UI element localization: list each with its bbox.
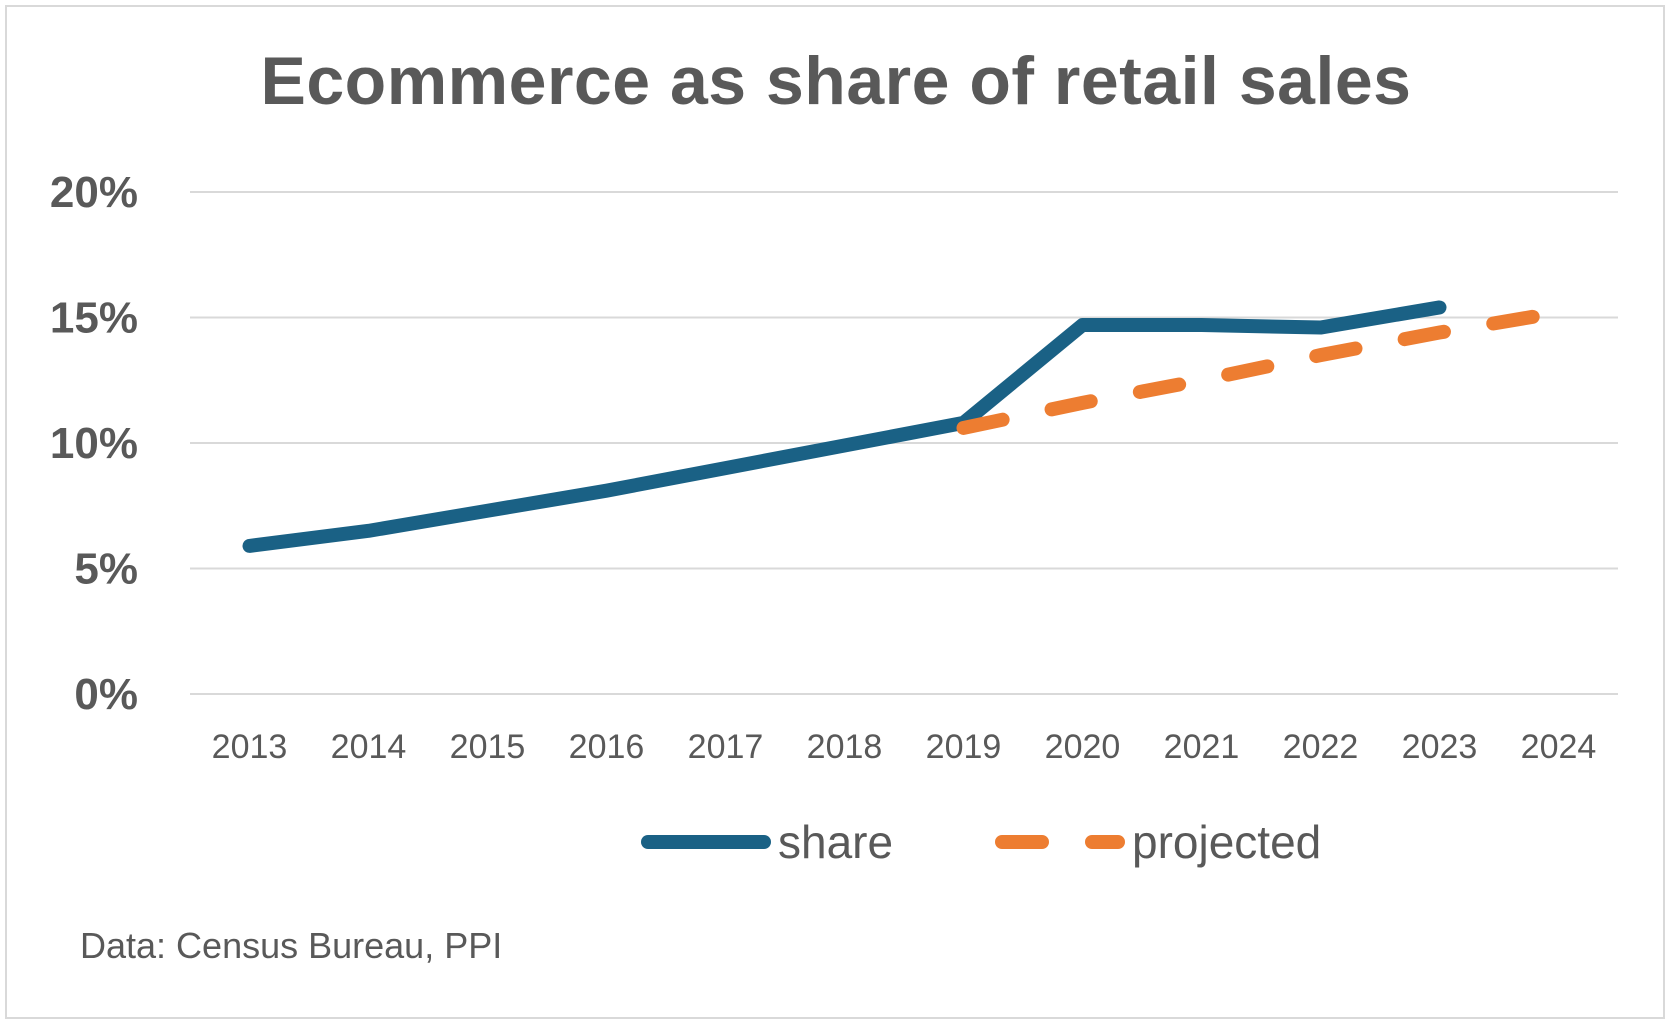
x-tick-label: 2021 <box>1164 728 1240 766</box>
y-tick-label: 20% <box>50 168 138 217</box>
chart-title: Ecommerce as share of retail sales <box>260 43 1412 119</box>
x-tick-label: 2020 <box>1045 728 1121 766</box>
gridlines <box>190 191 1618 695</box>
y-tick-label: 5% <box>74 545 138 594</box>
y-tick-label: 10% <box>50 419 138 468</box>
x-tick-label: 2017 <box>688 728 764 766</box>
series-lines <box>242 300 1566 553</box>
y-tick-label: 0% <box>74 670 138 719</box>
x-tick-label: 2014 <box>331 728 407 766</box>
x-tick-label: 2015 <box>450 728 526 766</box>
legend-label-share: share <box>778 816 893 868</box>
x-tick-label: 2024 <box>1521 728 1597 766</box>
x-tick-label: 2019 <box>926 728 1002 766</box>
legend: share projected <box>641 816 1321 868</box>
x-axis-ticks: 2013 2014 2015 2016 2017 2018 2019 2020 2021 2022… <box>212 728 1597 766</box>
x-tick-label: 2023 <box>1402 728 1478 766</box>
x-tick-label: 2016 <box>569 728 645 766</box>
chart-frame <box>5 5 1665 1019</box>
series-line-share <box>242 300 1447 553</box>
x-tick-label: 2013 <box>212 728 288 766</box>
y-axis-ticks: 0% 5% 10% 15% 20% <box>50 168 138 719</box>
series-line-projected <box>956 305 1566 435</box>
legend-label-projected: projected <box>1132 816 1321 868</box>
y-tick-label: 15% <box>50 294 138 343</box>
x-tick-label: 2018 <box>807 728 883 766</box>
source-note: Data: Census Bureau, PPI <box>80 925 503 966</box>
x-tick-label: 2022 <box>1283 728 1359 766</box>
